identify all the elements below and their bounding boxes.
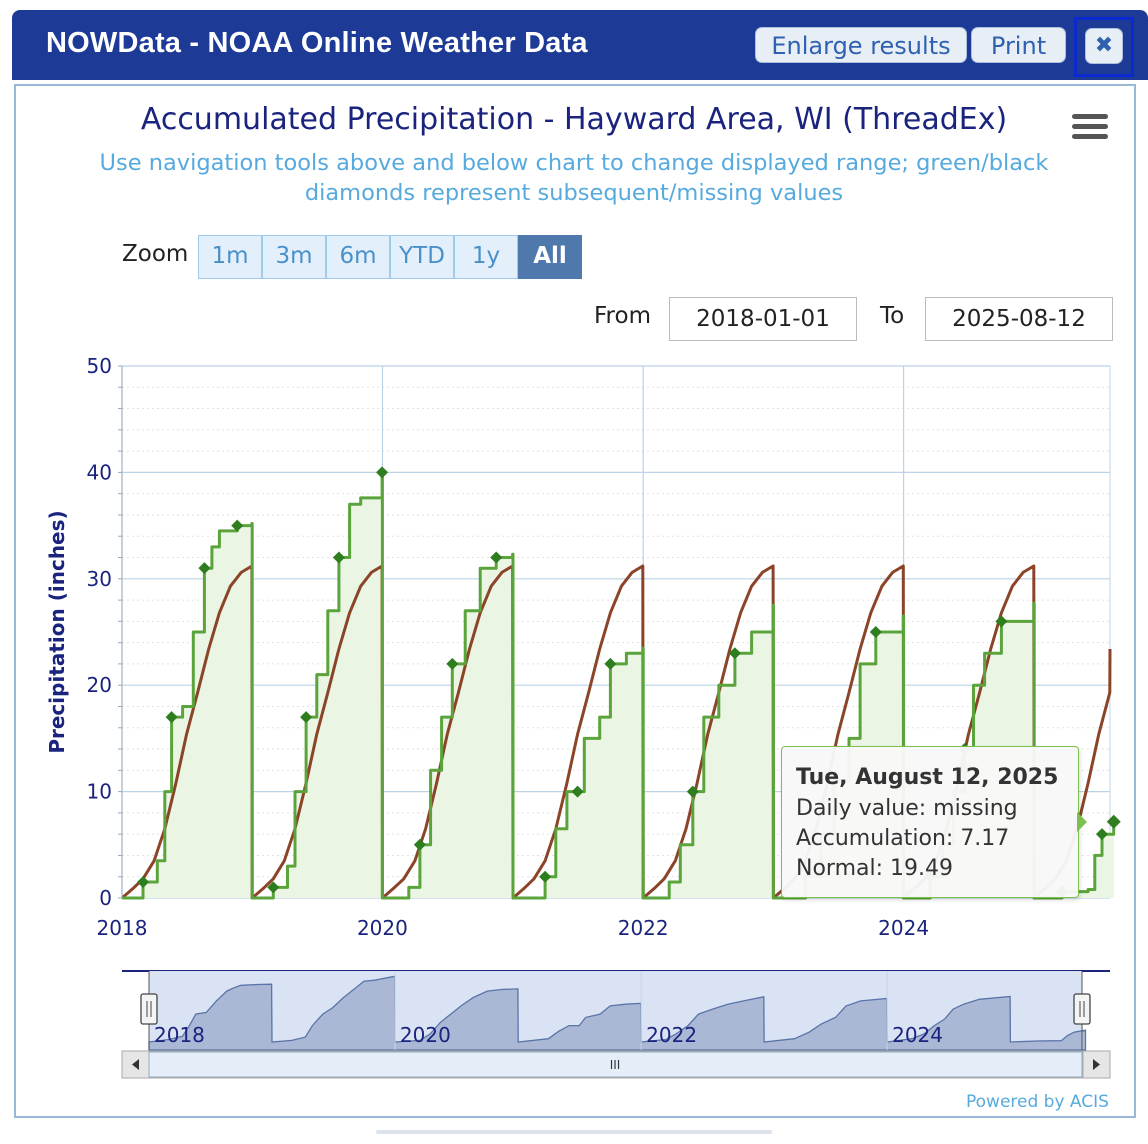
zoom-6m-button[interactable]: 6m (326, 235, 390, 279)
close-focus-ring (1074, 17, 1134, 77)
diamond-marker (300, 711, 313, 724)
scroll-left-arrow-icon (132, 1059, 139, 1070)
tooltip-daily: Daily value: missing (796, 796, 1018, 821)
navigator-year-label: 2022 (646, 1023, 697, 1047)
powered-by-link[interactable]: Powered by ACIS (966, 1092, 1109, 1112)
enlarge-results-button[interactable]: Enlarge results (755, 27, 967, 63)
tooltip-normal: Normal: 19.49 (796, 856, 953, 881)
zoom-1m-button[interactable]: 1m (198, 235, 262, 279)
x-tick-label: 2018 (97, 916, 148, 940)
y-tick-label: 20 (87, 673, 112, 697)
diamond-marker (267, 881, 280, 894)
print-button[interactable]: Print (971, 27, 1066, 63)
hover-point-marker[interactable] (1106, 814, 1121, 829)
navigator-series (148, 975, 1087, 1051)
diamond-marker (332, 551, 345, 564)
range-to-input[interactable]: 2025-08-12 (925, 297, 1113, 341)
navigator-year-label: 2018 (154, 1023, 205, 1047)
chart-subtitle: Use navigation tools above and below cha… (99, 150, 1049, 206)
range-to-label: To (880, 303, 905, 329)
tooltip-pointer (1077, 812, 1087, 832)
y-tick-label: 30 (87, 567, 112, 591)
diamond-marker (137, 876, 150, 889)
y-tick-label: 0 (99, 886, 112, 910)
zoom-label: Zoom (122, 241, 189, 267)
diamond-marker (376, 466, 389, 479)
x-tick-label: 2020 (357, 916, 408, 940)
zoom-1y-button[interactable]: 1y (454, 235, 518, 279)
diamond-marker (446, 657, 459, 670)
range-from-input[interactable]: 2018-01-01 (669, 297, 857, 341)
scrollbar-grip: III (610, 1058, 621, 1072)
diamond-marker (1095, 828, 1108, 841)
navigator-year-label: 2020 (400, 1023, 451, 1047)
diamond-marker (165, 711, 178, 724)
diamond-marker (413, 838, 426, 851)
x-tick-label: 2024 (878, 916, 929, 940)
zoom-3m-button[interactable]: 3m (262, 235, 326, 279)
range-from-label: From (594, 303, 651, 329)
y-axis-label: Precipitation (inches) (45, 510, 69, 753)
zoom-ytd-button[interactable]: YTD (390, 235, 454, 279)
close-icon[interactable]: ✖ (1085, 28, 1123, 64)
diamond-marker (490, 551, 503, 564)
diamond-marker (571, 785, 584, 798)
diamond-marker (604, 657, 617, 670)
scroll-right-arrow-icon (1093, 1059, 1100, 1070)
resize-grip (376, 1130, 772, 1134)
tooltip: Tue, August 12, 2025 Daily value: missin… (781, 746, 1079, 898)
navigator-handle-left[interactable] (140, 993, 158, 1025)
y-tick-label: 10 (87, 780, 112, 804)
diamond-marker (198, 562, 211, 575)
navigator-handle-right[interactable] (1073, 993, 1091, 1025)
diamond-marker (231, 519, 244, 532)
navigator-year-label: 2024 (892, 1023, 943, 1047)
diamond-marker (869, 626, 882, 638)
diamond-marker (686, 785, 699, 798)
y-tick-label: 50 (87, 354, 112, 378)
diamond-marker (995, 615, 1008, 628)
x-tick-label: 2022 (618, 916, 669, 940)
tooltip-date: Tue, August 12, 2025 (796, 765, 1059, 790)
chart-menu-icon[interactable] (1072, 114, 1108, 144)
diamond-marker (539, 870, 552, 883)
window-title: NOWData - NOAA Online Weather Data (46, 27, 588, 59)
window-titlebar: NOWData - NOAA Online Weather Data Enlar… (12, 10, 1148, 80)
scrollbar-thumb[interactable] (148, 1051, 1083, 1078)
chart-title: Accumulated Precipitation - Hayward Area… (140, 102, 1008, 137)
tooltip-accumulation: Accumulation: 7.17 (796, 826, 1010, 851)
y-tick-label: 40 (87, 460, 112, 484)
zoom-all-button[interactable]: All (518, 235, 582, 279)
diamond-marker (728, 647, 741, 660)
